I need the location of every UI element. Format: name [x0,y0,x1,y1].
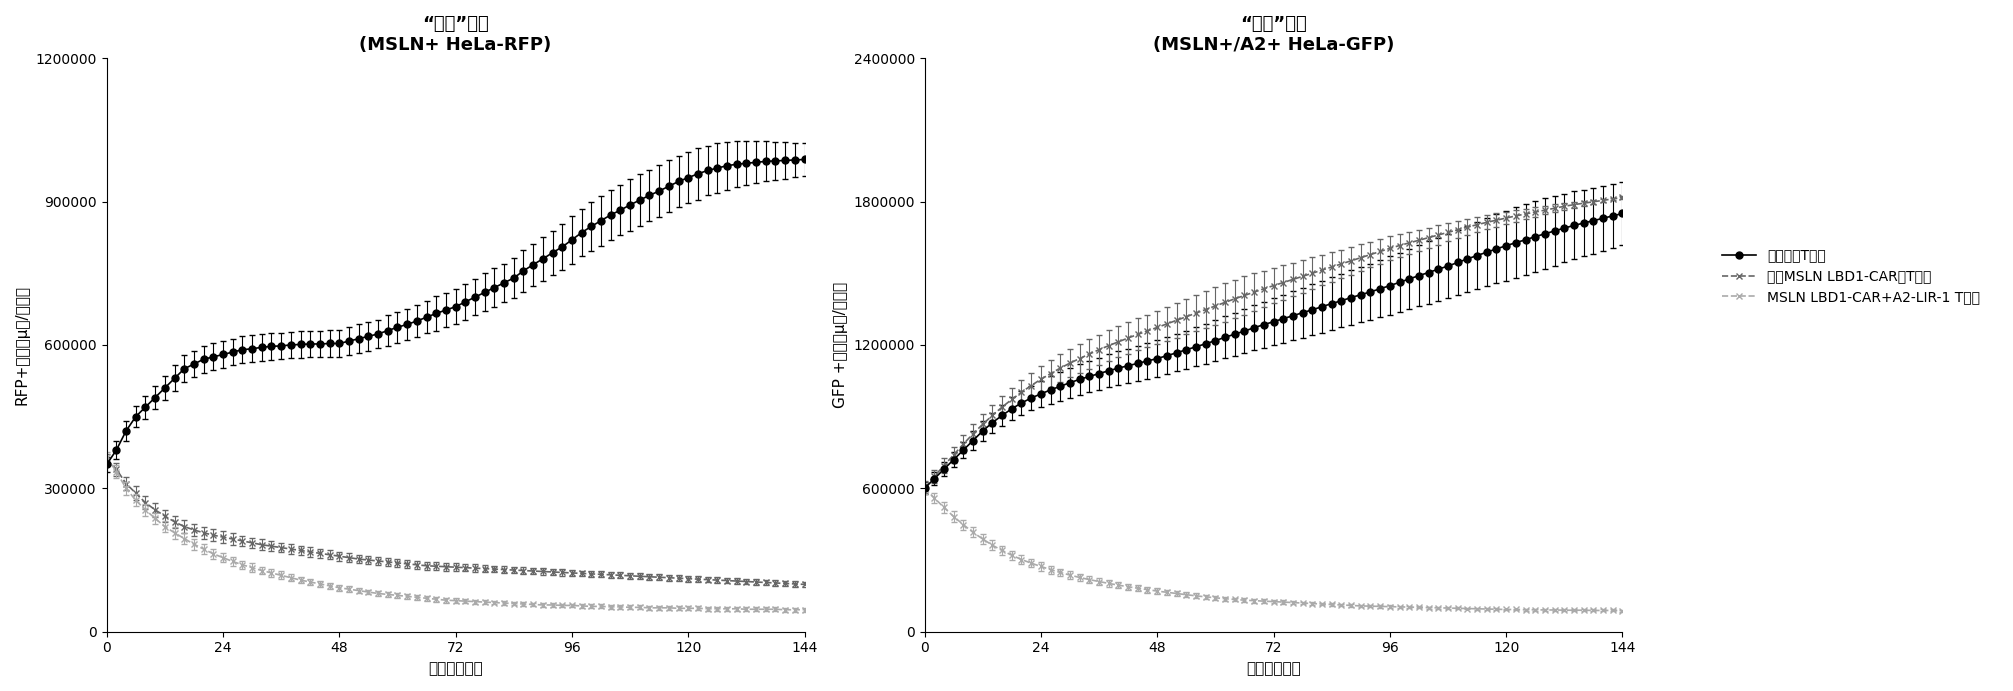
Legend: 未转导的T细胞, 仅含MSLN LBD1-CAR的T细胞, MSLN LBD1-CAR+A2-LIR-1 T细胞: 未转导的T细胞, 仅含MSLN LBD1-CAR的T细胞, MSLN LBD1-… [1715,243,1987,310]
Y-axis label: RFP+面积（μ㎡/图像）: RFP+面积（μ㎡/图像） [14,285,30,405]
Title: “正常”细胞
(MSLN+/A2+ HeLa-GFP): “正常”细胞 (MSLN+/A2+ HeLa-GFP) [1153,15,1395,54]
X-axis label: 时间（小时）: 时间（小时） [429,661,483,676]
Y-axis label: GFP +面积（μ㎡/图像）: GFP +面积（μ㎡/图像） [833,282,847,408]
X-axis label: 时间（小时）: 时间（小时） [1246,661,1300,676]
Title: “肿瘤”细胞
(MSLN+ HeLa-RFP): “肿瘤”细胞 (MSLN+ HeLa-RFP) [360,15,552,54]
